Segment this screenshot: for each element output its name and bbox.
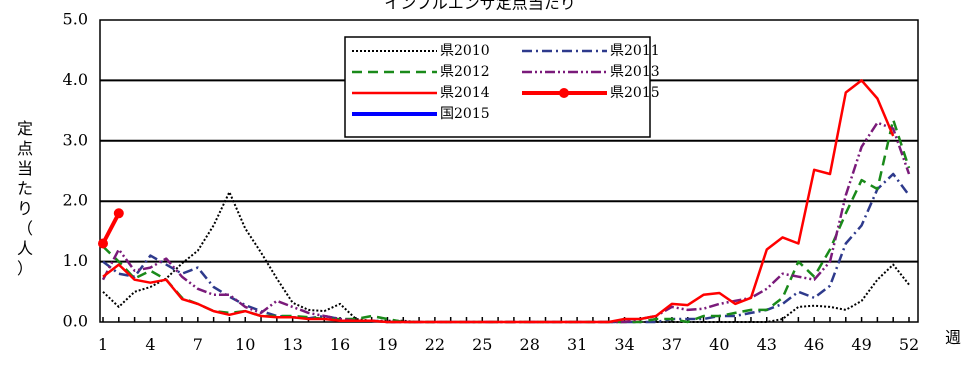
y-tick-label: 2.0 — [63, 191, 88, 210]
y-axis-label-char: 定 — [17, 119, 33, 138]
x-tick-label: 52 — [899, 335, 919, 354]
y-axis-label-char: り — [17, 199, 33, 218]
y-axis-label-char: 当 — [17, 159, 33, 178]
series-line-4 — [102, 79, 895, 324]
legend-label: 国2015 — [440, 106, 490, 122]
legend-label: 県2010 — [440, 43, 490, 59]
x-tick-label: 40 — [709, 335, 729, 354]
x-axis-label: 週 — [945, 328, 961, 347]
x-tick-label: 22 — [425, 335, 445, 354]
x-tick-label: 7 — [193, 335, 203, 354]
x-tick-label: 19 — [377, 335, 397, 354]
x-tick-label: 10 — [235, 335, 255, 354]
x-tick-label: 37 — [662, 335, 682, 354]
x-tick-label: 31 — [567, 335, 587, 354]
y-tick-label: 4.0 — [63, 70, 88, 89]
x-tick-label: 16 — [330, 335, 350, 354]
legend-label: 県2013 — [610, 64, 660, 80]
series-layer — [98, 79, 911, 324]
y-axis-ticks: 0.0 1.0 2.0 3.0 4.0 5.0 — [63, 10, 88, 331]
x-tick-label: 49 — [851, 335, 871, 354]
y-axis-label-char: 人 — [17, 239, 33, 258]
series-point-5 — [113, 208, 124, 219]
series-point-5 — [98, 238, 108, 249]
legend-label: 県2014 — [440, 85, 490, 101]
legend: 県2010 県2011 県2012 県2013 県2014 県2015 国2015 — [344, 36, 660, 138]
y-tick-label: 1.0 — [63, 251, 88, 270]
x-tick-label: 1 — [98, 335, 108, 354]
legend-label: 県2011 — [610, 43, 660, 59]
x-tick-label: 25 — [472, 335, 492, 354]
y-axis-label-char: 点 — [17, 139, 33, 158]
y-tick-label: 3.0 — [63, 130, 88, 149]
y-tick-label: 5.0 — [63, 10, 88, 29]
legend-box — [344, 36, 651, 138]
y-tick-label: 0.0 — [63, 312, 88, 331]
y-axis-label-char: ） — [17, 259, 33, 278]
legend-marker — [559, 88, 569, 98]
chart-title: インフルエンザ定点当たり — [384, 0, 576, 13]
x-tick-label: 13 — [282, 335, 302, 354]
legend-label: 県2015 — [610, 85, 660, 101]
x-tick-label: 46 — [804, 335, 824, 354]
x-tick-label: 34 — [614, 335, 634, 354]
y-axis-label: 定点当たり（人） — [17, 119, 33, 278]
y-axis-label-char: た — [17, 179, 33, 198]
x-tick-label: 4 — [145, 335, 155, 354]
legend-label: 県2012 — [440, 64, 490, 80]
x-tick-label: 28 — [520, 335, 540, 354]
series-line-5 — [101, 212, 121, 245]
x-tick-label: 43 — [757, 335, 777, 354]
y-axis-label-char: （ — [17, 219, 33, 238]
